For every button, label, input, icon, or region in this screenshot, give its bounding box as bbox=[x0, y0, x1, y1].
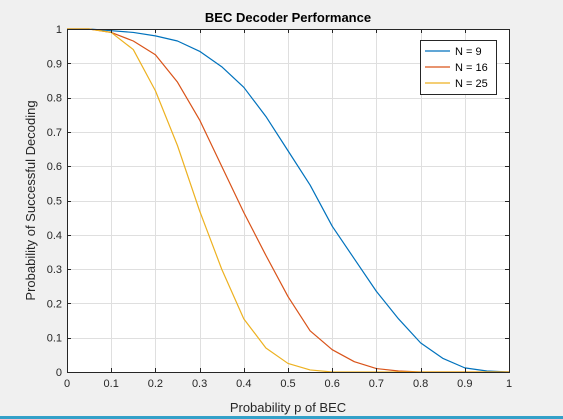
legend-label: N = 9 bbox=[455, 46, 482, 58]
x-tick-label: 0.1 bbox=[104, 378, 119, 390]
x-axis-label: Probability p of BEC bbox=[230, 400, 346, 415]
y-tick-label: 0.5 bbox=[47, 196, 62, 208]
x-tick-label: 0 bbox=[64, 378, 70, 390]
legend-label: N = 25 bbox=[455, 78, 488, 90]
x-tick-label: 0.2 bbox=[148, 378, 163, 390]
y-tick-label: 0.1 bbox=[47, 333, 62, 345]
y-tick-label: 0.9 bbox=[47, 58, 62, 70]
y-tick-label: 1 bbox=[56, 24, 62, 36]
x-tick-label: 0.6 bbox=[325, 378, 340, 390]
y-tick-label: 0 bbox=[56, 367, 62, 379]
y-axis-label: Probability of Successful Decoding bbox=[23, 100, 38, 300]
x-tick-label: 0.8 bbox=[413, 378, 428, 390]
chart-title: BEC Decoder Performance bbox=[205, 10, 371, 25]
axis-ticks: 0 0.1 0.2 0.3 0.4 0.5 0.6 0.7 0.8 0.9 1 0 0.1 0.2 0.3 0… bbox=[47, 24, 512, 390]
y-tick-label: 0.4 bbox=[47, 230, 62, 242]
x-tick-label: 0.9 bbox=[457, 378, 472, 390]
window-bottom-border bbox=[0, 416, 563, 419]
x-tick-label: 0.5 bbox=[280, 378, 295, 390]
x-tick-label: 0.3 bbox=[192, 378, 207, 390]
x-tick-label: 1 bbox=[506, 378, 512, 390]
y-tick-label: 0.2 bbox=[47, 298, 62, 310]
x-tick-label: 0.4 bbox=[236, 378, 251, 390]
legend: N = 9 N = 16 N = 25 bbox=[420, 40, 497, 95]
y-tick-label: 0.8 bbox=[47, 93, 62, 105]
series-line-1 bbox=[67, 28, 510, 373]
x-tick-label: 0.7 bbox=[369, 378, 384, 390]
y-tick-label: 0.3 bbox=[47, 264, 62, 276]
legend-label: N = 16 bbox=[455, 62, 488, 74]
y-tick-label: 0.6 bbox=[47, 161, 62, 173]
y-tick-label: 0.7 bbox=[47, 127, 62, 139]
